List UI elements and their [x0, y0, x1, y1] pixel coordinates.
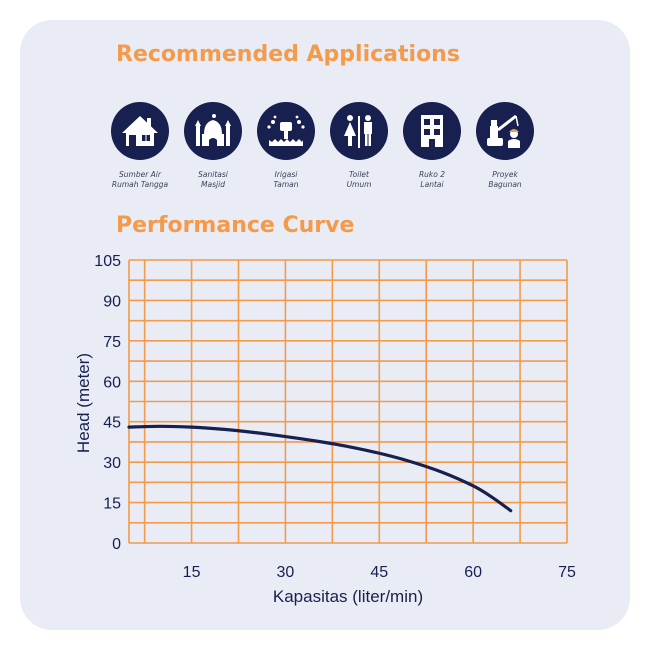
- mosque-icon: [195, 114, 231, 146]
- y-tick-label: 30: [103, 455, 121, 472]
- x-tick-label: 45: [370, 564, 388, 581]
- performance-curve-line: [127, 424, 513, 513]
- y-tick-label: 75: [103, 334, 121, 351]
- sprinkler-icon: [267, 115, 305, 146]
- application-item-restroom: Toilet Umum: [321, 102, 397, 190]
- applications-title: Recommended Applications: [116, 42, 460, 67]
- application-label: Sumber Air Rumah Tangga: [111, 170, 169, 189]
- x-axis-label: Kapasitas (liter/min): [273, 587, 423, 606]
- application-label: Proyek Bagunan: [488, 170, 522, 189]
- y-tick-label: 45: [103, 415, 121, 432]
- y-tick-label: 105: [94, 253, 121, 270]
- x-tick-label: 60: [464, 564, 482, 581]
- y-tick-label: 15: [103, 496, 121, 513]
- application-label: Toilet Umum: [346, 170, 372, 189]
- series-group: [127, 424, 513, 513]
- application-item-mosque: Sanitasi Masjid: [175, 102, 251, 190]
- application-label: Irigasi Taman: [273, 170, 299, 189]
- y-tick-label: 0: [112, 536, 121, 553]
- application-item-construction: Proyek Bagunan: [467, 102, 543, 190]
- application-item-household: Sumber Air Rumah Tangga: [102, 102, 178, 190]
- x-tick-label: 75: [558, 564, 576, 581]
- horizontal-gridlines: [129, 259, 567, 544]
- application-label: Ruko 2 Lantai: [418, 170, 446, 189]
- application-item-irrigation: Irigasi Taman: [248, 102, 324, 190]
- y-tick-label: 60: [103, 374, 121, 391]
- x-tick-label: 30: [277, 564, 295, 581]
- y-tick-label: 90: [103, 293, 121, 310]
- construction-icon: [487, 114, 520, 148]
- application-item-shophouse: Ruko 2 Lantai: [394, 102, 470, 190]
- y-axis-ticks: 0 15 30 45 60 75 90 105: [94, 253, 121, 553]
- x-axis-ticks: 15 30 45 60 75: [183, 564, 576, 581]
- application-label: Sanitasi Masjid: [198, 170, 228, 189]
- x-tick-label: 15: [183, 564, 201, 581]
- building-icon: [421, 115, 443, 147]
- vertical-gridlines: [128, 260, 568, 543]
- y-axis-label: Head (meter): [74, 353, 93, 453]
- restroom-icon: [344, 115, 372, 148]
- house-icon: [122, 116, 158, 146]
- performance-title: Performance Curve: [116, 213, 355, 238]
- applications-row: Sumber Air Rumah Tangga Sanitasi Masjid: [102, 102, 552, 192]
